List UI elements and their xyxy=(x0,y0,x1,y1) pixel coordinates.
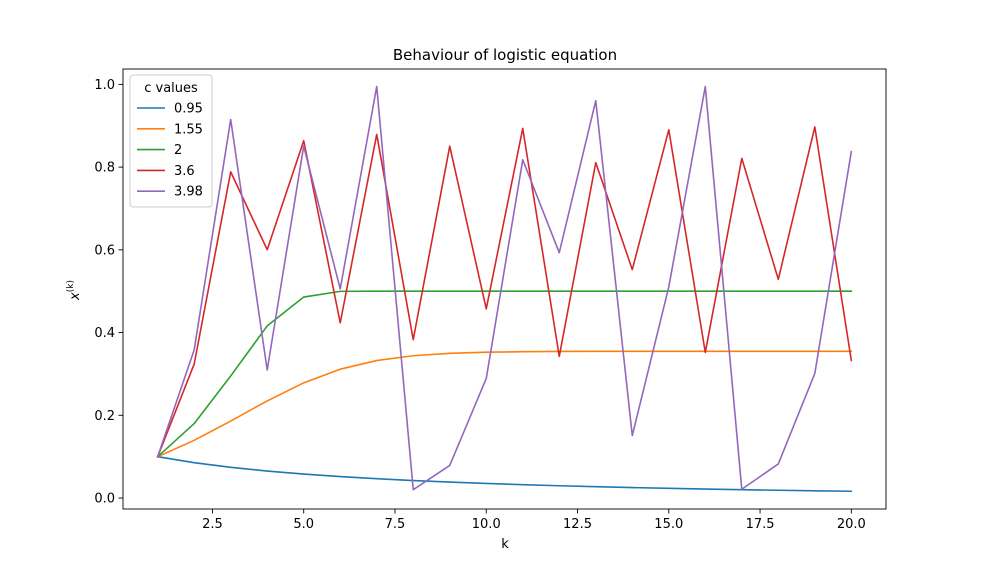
legend-label-2: 2 xyxy=(174,143,182,158)
series-line-1 xyxy=(156,350,853,458)
x-tick-label: 15.0 xyxy=(654,517,683,532)
chart-title: Behaviour of logistic equation xyxy=(393,46,617,64)
y-axis: 0.0 0.2 0.4 0.6 0.8 1.0 xyxy=(94,78,123,507)
x-tick-label: 5.0 xyxy=(293,517,314,532)
legend-title: c values xyxy=(144,81,198,96)
legend-label-4: 3.98 xyxy=(174,185,203,200)
y-tick-label: 1.0 xyxy=(94,78,115,93)
x-tick-label: 2.5 xyxy=(202,517,223,532)
x-tick-label: 7.5 xyxy=(385,517,406,532)
y-axis-label-superscript: (k) xyxy=(66,280,76,292)
x-tick-label: 12.5 xyxy=(563,517,592,532)
y-tick-label: 0.0 xyxy=(94,492,115,507)
x-tick-label: 10.0 xyxy=(472,517,501,532)
x-tick-label: 17.5 xyxy=(746,517,775,532)
axes-frame xyxy=(122,68,887,510)
legend-label-3: 3.6 xyxy=(174,164,195,179)
plot-area xyxy=(122,68,887,510)
x-tick-label: 20.0 xyxy=(837,517,866,532)
series-line-4 xyxy=(156,85,853,491)
x-axis-label: k xyxy=(501,537,509,552)
y-tick-label: 0.6 xyxy=(94,243,115,258)
y-axis-label: x(k) xyxy=(66,280,83,301)
y-tick-label: 0.4 xyxy=(94,326,115,341)
x-axis: 2.5 5.0 7.5 10.0 12.5 15.0 17.5 20.0 xyxy=(202,509,866,532)
legend-label-1: 1.55 xyxy=(174,122,203,137)
series-line-0 xyxy=(156,455,853,493)
y-tick-label: 0.8 xyxy=(94,161,115,176)
legend-label-0: 0.95 xyxy=(174,102,203,117)
y-tick-label: 0.2 xyxy=(94,409,115,424)
series-line-3 xyxy=(156,126,853,458)
y-axis-label-base: x xyxy=(68,292,83,301)
series-line-2 xyxy=(156,290,853,458)
legend: c values 0.95 1.55 2 3.6 3.98 xyxy=(129,74,213,208)
